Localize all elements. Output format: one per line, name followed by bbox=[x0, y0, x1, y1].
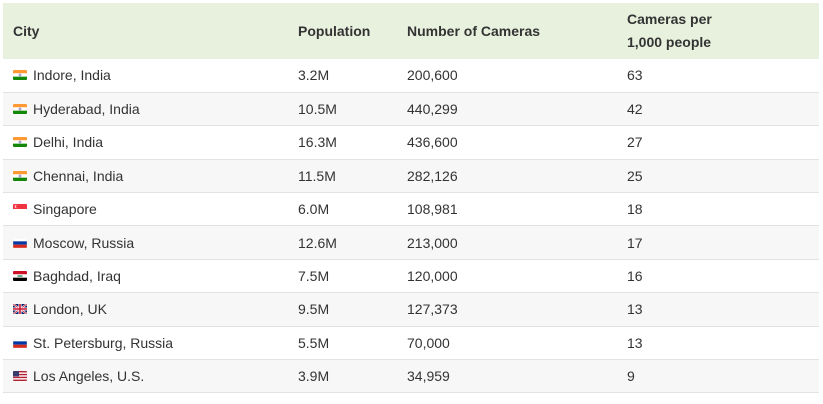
india-flag-icon bbox=[13, 170, 27, 181]
city-name: Delhi, India bbox=[33, 134, 104, 151]
cell-city: Delhi, India bbox=[3, 126, 288, 159]
cell-population: 9.5M bbox=[298, 301, 330, 318]
city-name: Baghdad, Iraq bbox=[33, 268, 121, 285]
header-city: City bbox=[13, 22, 40, 39]
table-row: Hyderabad, India 10.5M 440,299 42 bbox=[3, 92, 819, 126]
cell-city: Baghdad, Iraq bbox=[3, 259, 288, 292]
cell-cameras-per-1000: 27 bbox=[627, 134, 643, 151]
header-population: Population bbox=[298, 22, 371, 39]
usa-flag-icon bbox=[13, 371, 27, 382]
cell-population: 6.0M bbox=[298, 201, 330, 218]
singapore-flag-icon bbox=[13, 204, 27, 215]
russia-flag-icon bbox=[13, 237, 27, 248]
cell-cameras-per-1000: 42 bbox=[627, 101, 643, 118]
cell-cameras-per-1000: 17 bbox=[627, 234, 643, 251]
cell-number-of-cameras: 200,600 bbox=[407, 67, 458, 84]
cell-city: Indore, India bbox=[3, 59, 288, 92]
city-name: St. Petersburg, Russia bbox=[33, 334, 174, 351]
uk-flag-icon bbox=[13, 304, 27, 315]
cell-cameras-per-1000: 13 bbox=[627, 301, 643, 318]
table-row: Singapore 6.0M 108,981 18 bbox=[3, 192, 819, 226]
city-name: Chennai, India bbox=[33, 167, 124, 184]
city-name: Hyderabad, India bbox=[33, 101, 140, 118]
cameras-table-container: City Population Number of Cameras Camera… bbox=[3, 3, 819, 393]
cell-city: St. Petersburg, Russia bbox=[3, 326, 288, 359]
cell-city: London, UK bbox=[3, 293, 288, 326]
russia-flag-icon bbox=[13, 337, 27, 348]
india-flag-icon bbox=[13, 137, 27, 148]
cell-city: Singapore bbox=[3, 193, 288, 226]
cell-city: Moscow, Russia bbox=[3, 226, 288, 259]
cell-number-of-cameras: 436,600 bbox=[407, 134, 458, 151]
table-row: Indore, India 3.2M 200,600 63 bbox=[3, 59, 819, 93]
cell-population: 16.3M bbox=[298, 134, 337, 151]
header-row: City Population Number of Cameras Camera… bbox=[3, 3, 819, 59]
city-name: Indore, India bbox=[33, 67, 111, 84]
cell-number-of-cameras: 282,126 bbox=[407, 167, 458, 184]
header-cameras-per-1000: Cameras per 1,000 people bbox=[617, 3, 819, 59]
cell-number-of-cameras: 213,000 bbox=[407, 234, 458, 251]
iraq-flag-icon bbox=[13, 271, 27, 282]
cell-population: 10.5M bbox=[298, 101, 337, 118]
cell-number-of-cameras: 108,981 bbox=[407, 201, 458, 218]
city-name: London, UK bbox=[33, 301, 107, 318]
cell-population: 3.9M bbox=[298, 368, 330, 385]
india-flag-icon bbox=[13, 70, 27, 81]
cell-population: 11.5M bbox=[298, 167, 336, 184]
header-cameras-per-line1: Cameras per bbox=[627, 11, 712, 27]
cell-cameras-per-1000: 63 bbox=[627, 67, 643, 84]
cell-number-of-cameras: 120,000 bbox=[407, 268, 458, 285]
cell-cameras-per-1000: 9 bbox=[627, 368, 635, 385]
table-row: London, UK 9.5M 127,373 13 bbox=[3, 292, 819, 327]
table-body: Indore, India 3.2M 200,600 63 Hyderabad, Ind… bbox=[3, 59, 819, 393]
city-name: Moscow, Russia bbox=[33, 234, 135, 251]
cell-population: 12.6M bbox=[298, 234, 337, 251]
cell-population: 5.5M bbox=[298, 334, 330, 351]
cell-population: 3.2M bbox=[298, 67, 330, 84]
city-name: Singapore bbox=[33, 201, 97, 218]
cell-cameras-per-1000: 18 bbox=[627, 201, 643, 218]
table-row: Moscow, Russia 12.6M 213,000 17 bbox=[3, 225, 819, 260]
table-row: Chennai, India 11.5M 282,126 25 bbox=[3, 159, 819, 193]
table-row: Delhi, India 16.3M 436,600 27 bbox=[3, 125, 819, 160]
cell-city: Hyderabad, India bbox=[3, 92, 288, 125]
city-name: Los Angeles, U.S. bbox=[33, 368, 145, 385]
header-cameras-per-line2: 1,000 people bbox=[627, 34, 712, 50]
table-row: St. Petersburg, Russia 5.5M 70,000 13 bbox=[3, 326, 819, 360]
header-number-of-cameras: Number of Cameras bbox=[407, 22, 541, 39]
cell-number-of-cameras: 127,373 bbox=[407, 301, 458, 318]
india-flag-icon bbox=[13, 104, 27, 115]
cell-number-of-cameras: 70,000 bbox=[407, 334, 450, 351]
cell-cameras-per-1000: 16 bbox=[627, 268, 643, 285]
table-row: Los Angeles, U.S. 3.9M 34,959 9 bbox=[3, 359, 819, 393]
table-header: City Population Number of Cameras Camera… bbox=[3, 3, 819, 59]
cell-cameras-per-1000: 13 bbox=[627, 334, 643, 351]
cell-city: Chennai, India bbox=[3, 159, 288, 192]
cell-number-of-cameras: 440,299 bbox=[407, 101, 458, 118]
cameras-per-city-table: City Population Number of Cameras Camera… bbox=[3, 3, 819, 393]
cell-population: 7.5M bbox=[298, 268, 330, 285]
cell-city: Los Angeles, U.S. bbox=[3, 360, 288, 393]
table-row: Baghdad, Iraq 7.5M 120,000 16 bbox=[3, 259, 819, 293]
cell-cameras-per-1000: 25 bbox=[627, 167, 643, 184]
cell-number-of-cameras: 34,959 bbox=[407, 368, 450, 385]
